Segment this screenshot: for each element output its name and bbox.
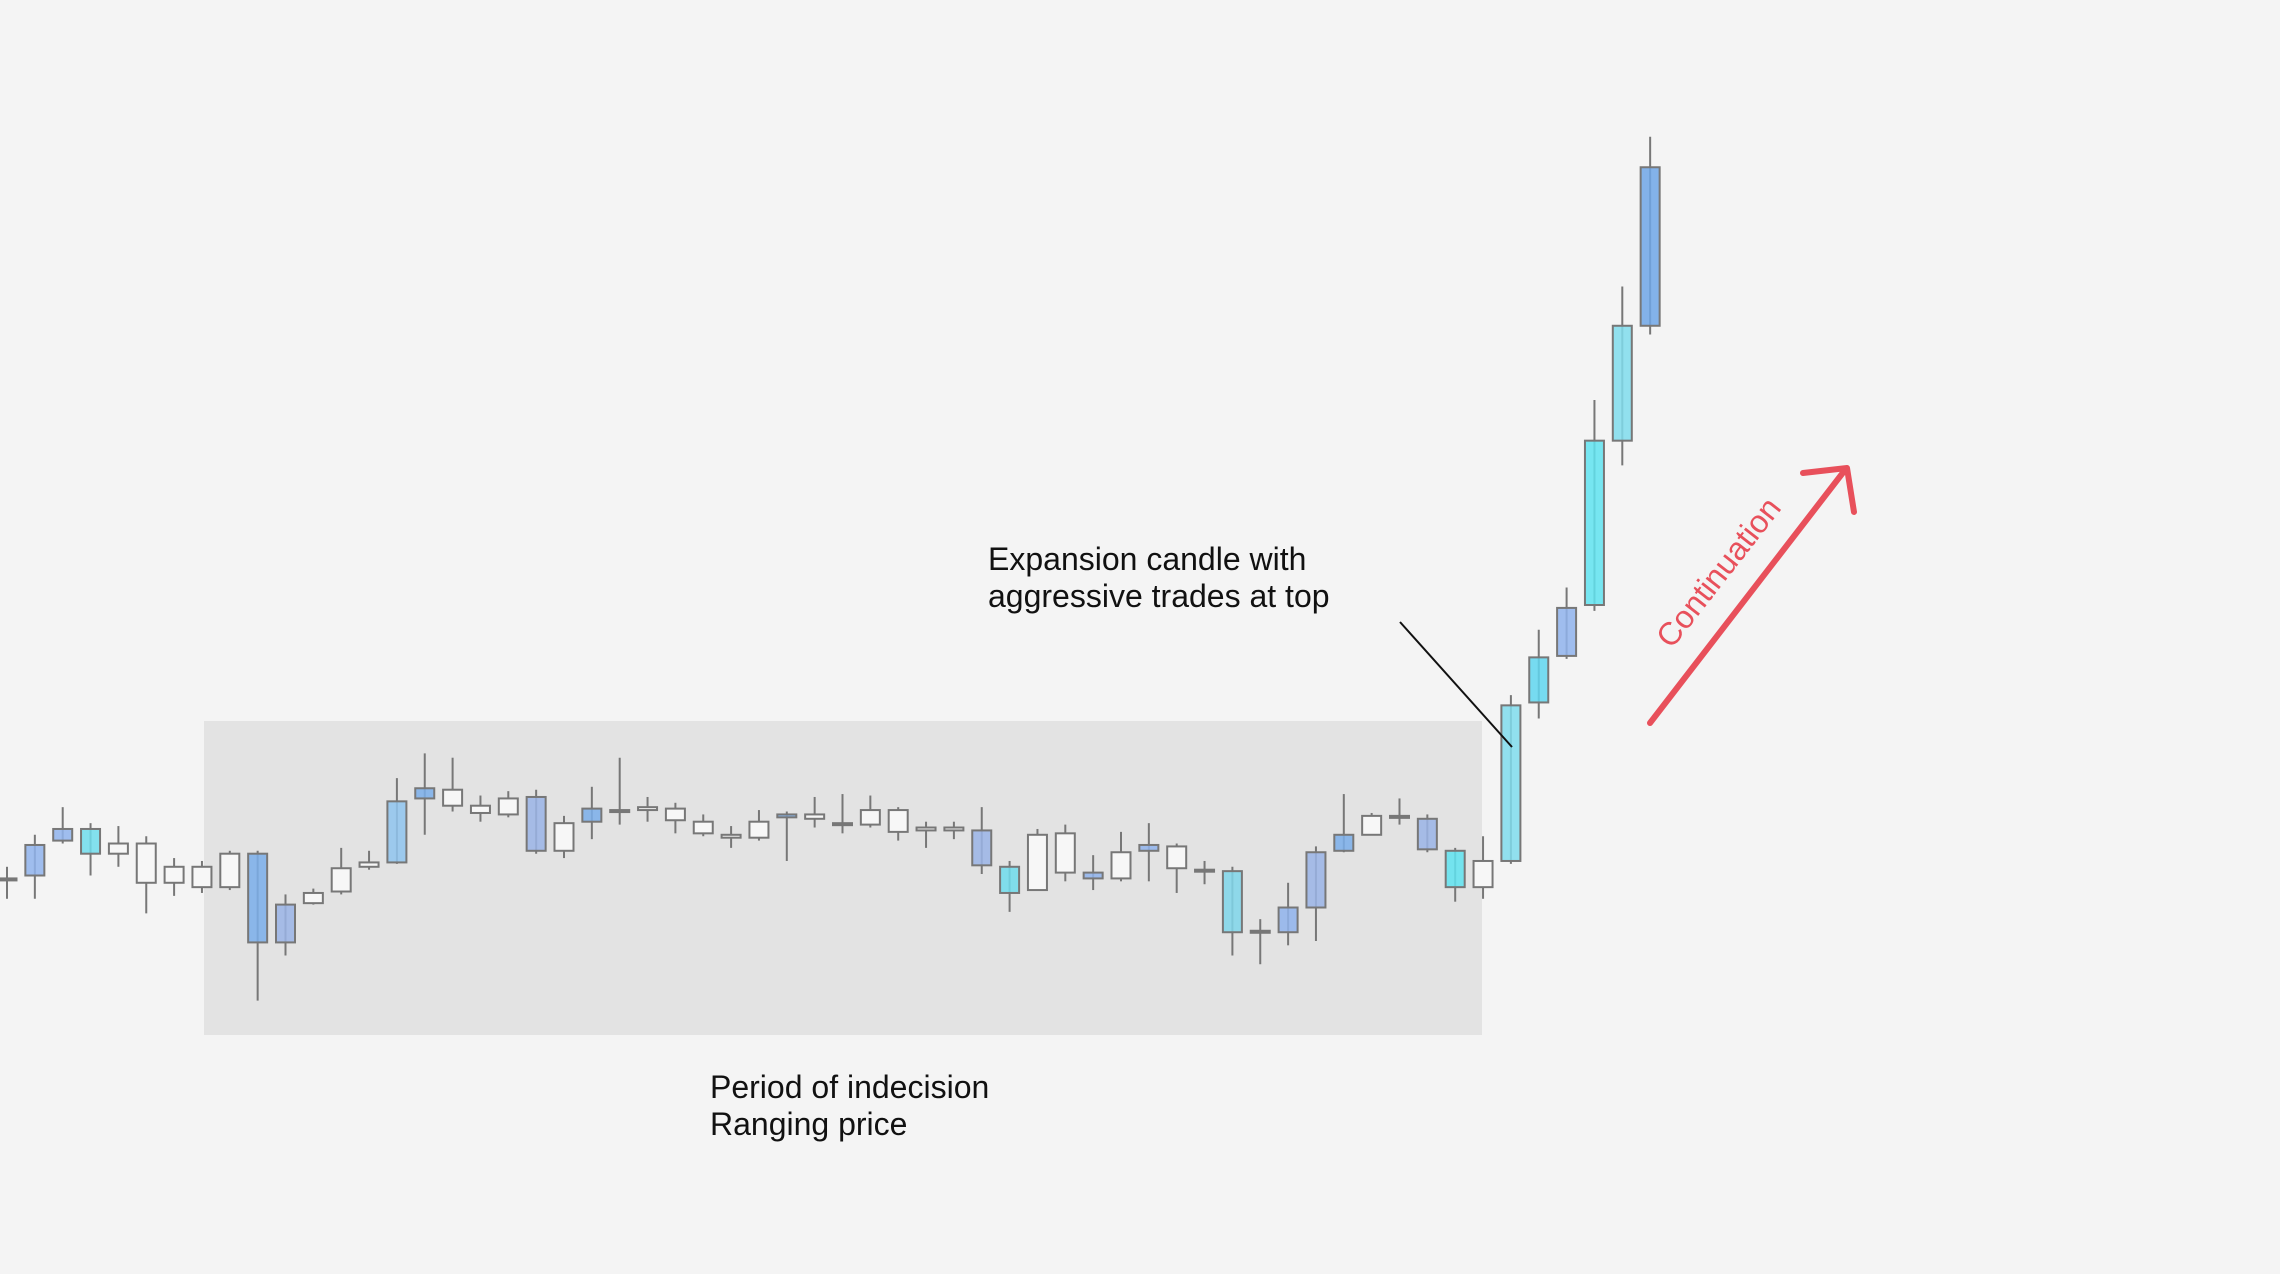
candle-body	[943, 826, 965, 832]
candle-body	[1138, 843, 1160, 852]
candle-body	[107, 842, 129, 855]
candle-body	[1277, 906, 1299, 934]
candle-body	[1611, 324, 1633, 442]
candle-body	[0, 877, 18, 882]
candle-body	[302, 891, 324, 905]
candle-body	[1583, 439, 1605, 607]
arrow-head	[1800, 465, 1857, 515]
candle-body	[999, 865, 1021, 894]
candle-body	[776, 813, 798, 819]
candle-body	[664, 807, 686, 822]
candle-body	[609, 809, 631, 814]
candle-body	[497, 797, 519, 816]
annotation-line: aggressive trades at top	[988, 578, 1330, 614]
candle-body	[525, 795, 547, 852]
candle-body	[720, 833, 742, 839]
candle-body	[219, 852, 241, 889]
candle-body	[275, 903, 296, 944]
candle-body	[1221, 870, 1243, 934]
candle-body	[80, 827, 102, 855]
candle-body	[247, 852, 269, 944]
candle-body	[1444, 849, 1466, 889]
candle-body	[1082, 871, 1104, 880]
candles	[0, 136, 1661, 1001]
annotation-text: Expansion candle with aggressive trades a…	[988, 541, 1330, 614]
candle-body	[1249, 929, 1271, 934]
candle-body	[191, 865, 213, 889]
annotation-text: Period of indecision Ranging price	[710, 1069, 989, 1142]
candle-body	[1054, 832, 1076, 874]
candle-body	[1500, 704, 1522, 862]
candle-body	[1333, 833, 1355, 852]
annotation-pointer	[1399, 621, 1513, 748]
candle-body	[553, 822, 575, 852]
candle-body	[24, 843, 46, 877]
continuation-arrow	[1647, 465, 1857, 726]
candle-body	[1361, 814, 1383, 836]
candle-body	[692, 820, 714, 835]
candle-body	[330, 867, 352, 893]
candle-body	[581, 807, 603, 823]
annotation-line: Expansion candle with	[988, 541, 1306, 577]
candle-body	[887, 809, 909, 833]
candle-body	[915, 826, 937, 832]
candle-body	[1305, 851, 1327, 909]
candle-body	[1194, 868, 1216, 873]
candle-body	[637, 806, 659, 812]
candle-body	[859, 809, 881, 826]
candle-body	[1416, 817, 1438, 851]
candle-body	[1639, 166, 1661, 327]
candle-body	[1556, 606, 1578, 657]
candle-body	[832, 822, 853, 827]
arrow-shaft	[1647, 467, 1848, 726]
candle-body	[1166, 845, 1188, 870]
candle-body	[469, 804, 491, 814]
candle-body	[1472, 859, 1494, 889]
annotation-line: Ranging price	[710, 1106, 907, 1142]
candle-body	[135, 842, 157, 884]
range-box	[204, 721, 1482, 1035]
candle-body	[1110, 851, 1132, 880]
candle-body	[386, 800, 408, 864]
candle-body	[52, 827, 74, 842]
candle-body	[358, 861, 380, 868]
candle-body	[1528, 656, 1550, 704]
annotation-line: Period of indecision	[710, 1069, 989, 1105]
candle-body	[748, 820, 770, 839]
candle-body	[1389, 814, 1410, 819]
candle-body	[163, 865, 185, 884]
candle-body	[442, 788, 464, 807]
candle-body	[414, 787, 436, 800]
candle-body	[1026, 833, 1048, 892]
candle-body	[804, 813, 826, 820]
candle-body	[971, 829, 993, 867]
